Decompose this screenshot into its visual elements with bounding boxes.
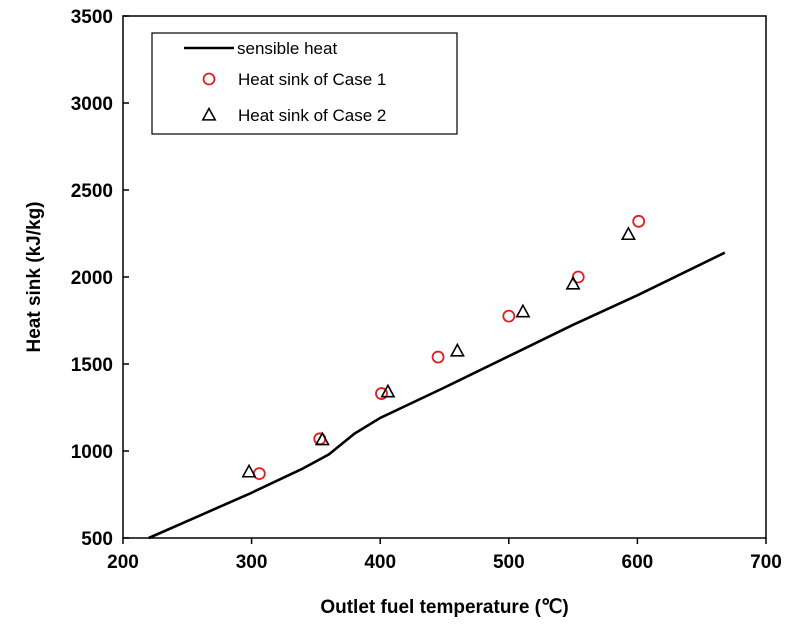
data-point bbox=[431, 350, 445, 364]
y-tick-label: 1000 bbox=[71, 442, 113, 463]
x-tick-label: 300 bbox=[236, 552, 268, 573]
data-point bbox=[515, 303, 531, 318]
data-point bbox=[502, 309, 516, 323]
data-point bbox=[375, 387, 388, 400]
data-point bbox=[314, 431, 330, 446]
series-case-1 bbox=[252, 214, 646, 481]
x-tick-label: 700 bbox=[750, 552, 782, 573]
legend: sensible heat Heat sink of Case 1 Heat sin… bbox=[151, 32, 458, 135]
legend-item: Heat sink of Case 1 bbox=[202, 70, 386, 89]
x-tick-label: 600 bbox=[622, 552, 654, 573]
y-tick-label: 1500 bbox=[71, 355, 113, 376]
legend-label: sensible heat bbox=[237, 39, 337, 58]
legend-box bbox=[151, 32, 458, 135]
x-tick-label: 400 bbox=[364, 552, 396, 573]
axis-ticks bbox=[122, 15, 767, 544]
legend-marker-swatch bbox=[201, 106, 217, 121]
legend-marker-swatch bbox=[202, 72, 216, 86]
data-point bbox=[241, 463, 257, 478]
x-tick-label: 200 bbox=[107, 552, 139, 573]
y-tick-label: 2000 bbox=[71, 268, 113, 289]
data-point bbox=[632, 214, 646, 228]
y-axis-title: Heat sink (kJ/kg) bbox=[24, 202, 45, 353]
legend-item: Heat sink of Case 2 bbox=[201, 106, 386, 125]
x-axis-title: Outlet fuel temperature (℃) bbox=[320, 597, 568, 618]
y-tick-label: 2500 bbox=[71, 181, 113, 202]
data-point bbox=[449, 342, 465, 357]
series-layer bbox=[148, 214, 726, 540]
tick-labels: 200 300 400 500 600 700 500 1000 1500 2000 2500 300… bbox=[71, 7, 782, 573]
legend-label: Heat sink of Case 2 bbox=[238, 106, 386, 125]
legend-label: Heat sink of Case 1 bbox=[238, 70, 386, 89]
series-case-2 bbox=[241, 226, 636, 478]
y-tick-label: 500 bbox=[81, 529, 113, 550]
data-point bbox=[380, 383, 396, 398]
y-tick-label: 3500 bbox=[71, 7, 113, 28]
legend-item: sensible heat bbox=[184, 39, 337, 58]
data-point bbox=[620, 226, 636, 241]
x-tick-label: 500 bbox=[493, 552, 525, 573]
y-tick-label: 3000 bbox=[71, 94, 113, 115]
data-point bbox=[565, 275, 581, 290]
series-line-sensible-heat bbox=[148, 251, 726, 540]
